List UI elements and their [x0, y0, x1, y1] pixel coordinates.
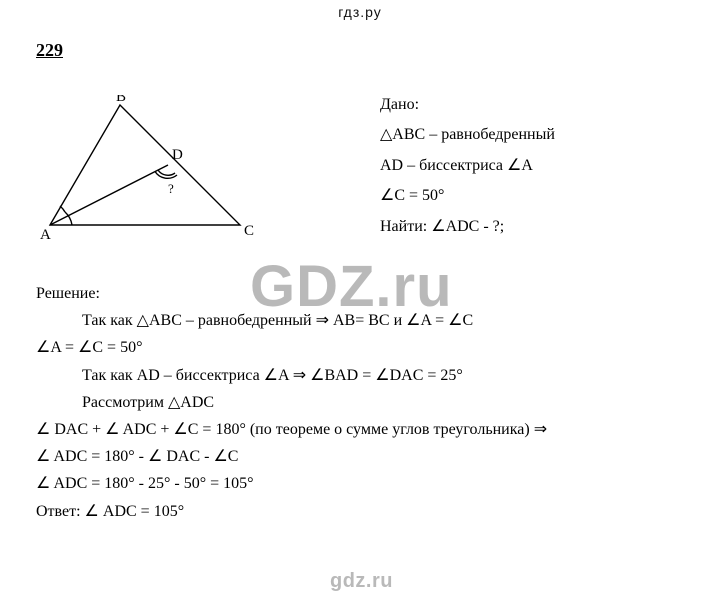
- given-title: Дано:: [380, 90, 555, 120]
- solution-line-7: ∠ ADC = 180° - 25° - 50° = 105°: [36, 470, 686, 497]
- solution-line-2: ∠A = ∠C = 50°: [36, 334, 686, 361]
- solution-title: Решение:: [36, 280, 686, 307]
- svg-text:C: C: [244, 223, 254, 239]
- given-l1-term: равнобедренный: [441, 126, 555, 143]
- site-header: гдз.ру: [30, 0, 690, 20]
- solution-block: Решение: Так как △ABC – равнобедренный ⇒…: [36, 280, 686, 525]
- given-block: Дано: △ABC – равнобедренный AD – биссект…: [380, 90, 555, 242]
- solution-line-3: Так как AD – биссектриса ∠A ⇒ ∠BAD = ∠DA…: [36, 362, 686, 389]
- given-l2-pre: AD –: [380, 157, 419, 174]
- given-line-2: AD – биссектриса ∠A: [380, 151, 555, 181]
- problem-number: 229: [36, 40, 690, 61]
- triangle-diagram: A B C D ?: [40, 95, 270, 255]
- svg-text:A: A: [40, 227, 51, 243]
- solution-answer: Ответ: ∠ ADC = 105°: [36, 498, 686, 525]
- svg-text:?: ?: [168, 181, 174, 196]
- given-line-1: △ABC – равнобедренный: [380, 120, 555, 150]
- answer-value: ∠ ADC = 105°: [85, 503, 185, 520]
- answer-label: Ответ:: [36, 503, 85, 520]
- solution-line-4: Рассмотрим △ADC: [36, 389, 686, 416]
- solution-line-6: ∠ ADC = 180° - ∠ DAC - ∠C: [36, 443, 686, 470]
- svg-text:B: B: [116, 95, 126, 105]
- solution-line-1: Так как △ABC – равнобедренный ⇒ AB= BC и…: [36, 307, 686, 334]
- find-label: Найти:: [380, 218, 431, 235]
- given-line-3: ∠C = 50°: [380, 181, 555, 211]
- solution-line-5: ∠ DAC + ∠ ADC + ∠C = 180° (по теореме о …: [36, 416, 686, 443]
- svg-text:D: D: [172, 147, 183, 163]
- find-what: ∠ADC - ?;: [431, 218, 504, 235]
- given-find: Найти: ∠ADC - ?;: [380, 212, 555, 242]
- given-l2-term: биссектриса ∠A: [419, 157, 533, 174]
- given-l1-pre: △ABC –: [380, 126, 441, 143]
- watermark-small: gdz.ru: [330, 570, 393, 593]
